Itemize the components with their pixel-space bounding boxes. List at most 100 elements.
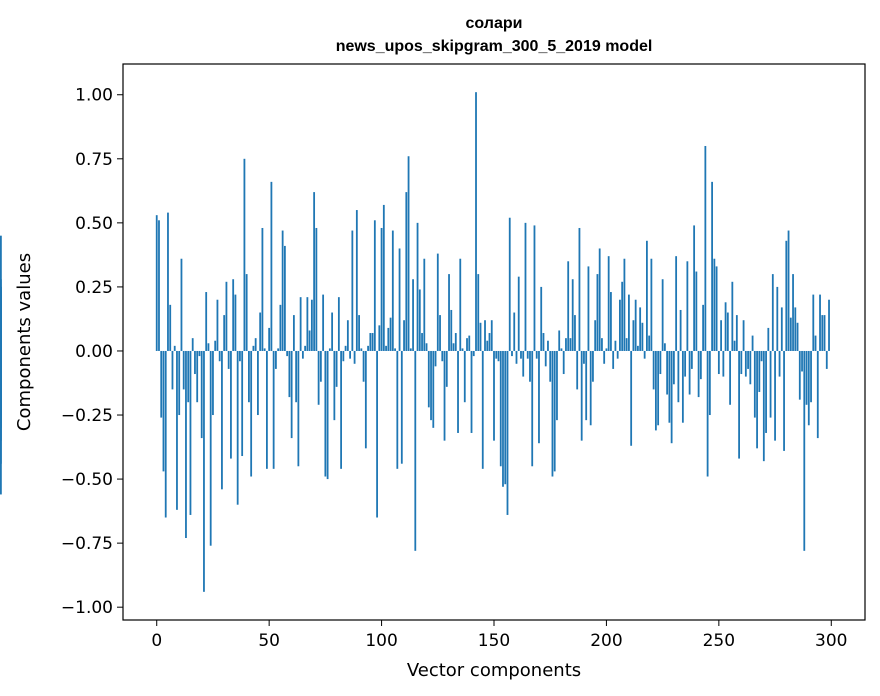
bar: [445, 350, 448, 387]
bar: [798, 350, 801, 400]
bar: [355, 210, 358, 351]
bar: [225, 281, 228, 351]
x-tick-label: 100: [365, 631, 397, 651]
bar: [744, 350, 747, 377]
bar: [708, 350, 711, 416]
bar: [0, 350, 2, 367]
bar: [290, 350, 293, 439]
bar: [594, 320, 597, 351]
bar: [218, 350, 221, 362]
plot-frame: [122, 63, 866, 621]
bar: [529, 350, 531, 382]
x-tick-label: 200: [590, 631, 622, 651]
bar: [248, 350, 250, 403]
bar: [695, 271, 698, 351]
bar: [173, 345, 176, 351]
x-axis-label: Vector components: [407, 660, 581, 681]
bar: [178, 350, 181, 416]
bar: [279, 304, 282, 351]
bar: [270, 181, 273, 351]
bar: [583, 350, 585, 364]
bar: [281, 230, 284, 351]
bar: [787, 230, 790, 351]
bar: [250, 350, 253, 477]
bar: [351, 230, 354, 351]
bar: [526, 350, 529, 359]
bar: [819, 294, 821, 351]
x-tick-label: 150: [478, 631, 510, 651]
bar: [484, 320, 486, 351]
bar: [344, 345, 347, 351]
bar: [299, 297, 302, 351]
bar: [353, 350, 356, 364]
bar: [452, 343, 455, 351]
bar: [283, 245, 286, 351]
bar: [427, 350, 430, 408]
bar: [769, 350, 772, 418]
bar: [160, 350, 163, 418]
bar: [376, 350, 378, 518]
bar: [367, 345, 369, 351]
bar: [569, 338, 572, 351]
bar: [706, 350, 709, 477]
bar: [196, 350, 199, 403]
bar: [672, 350, 675, 385]
bar: [416, 222, 419, 351]
bar: [807, 350, 810, 426]
bar: [648, 335, 651, 351]
bar: [394, 348, 396, 351]
bar: [346, 320, 349, 351]
bar: [203, 350, 205, 592]
bar: [688, 350, 691, 395]
bar: [574, 315, 576, 351]
bar: [481, 350, 484, 469]
bar: [637, 345, 639, 351]
bar: [567, 261, 570, 351]
bar: [778, 350, 781, 377]
bar: [412, 279, 414, 351]
bar: [187, 350, 190, 403]
bar: [632, 320, 635, 351]
bar: [515, 350, 518, 364]
bar: [432, 350, 435, 428]
bar: [488, 333, 491, 351]
bar: [362, 350, 365, 382]
bar: [677, 350, 680, 403]
bar: [816, 350, 819, 439]
bar: [477, 274, 480, 351]
chart-subtitle: news_upos_skipgram_300_5_2019 model: [336, 38, 653, 55]
bar: [690, 350, 693, 369]
bar: [261, 227, 264, 351]
bar: [585, 350, 588, 421]
bar: [596, 274, 599, 351]
bar: [162, 350, 165, 472]
bar: [762, 350, 765, 462]
bar: [711, 181, 713, 351]
bar: [254, 338, 257, 351]
bar: [654, 350, 657, 431]
y-tick-label: 1.00: [75, 86, 113, 106]
bar: [742, 320, 745, 351]
bar: [373, 220, 376, 351]
bar: [315, 227, 318, 351]
bar: [724, 302, 727, 351]
bar: [740, 350, 743, 375]
bar: [697, 350, 700, 398]
bar: [191, 338, 194, 351]
bar: [511, 350, 513, 357]
x-tick-label: 50: [258, 631, 280, 651]
bar: [490, 320, 493, 351]
bar: [155, 215, 158, 351]
bar: [301, 350, 304, 359]
bar: [650, 258, 653, 351]
bar: [243, 158, 246, 351]
bar: [360, 348, 363, 351]
y-tick-label: −0.75: [61, 534, 113, 554]
bar: [666, 350, 669, 395]
bar: [780, 307, 783, 351]
bar: [621, 281, 624, 351]
bar: [715, 266, 718, 351]
bar: [275, 350, 277, 369]
bar: [403, 320, 405, 351]
bar: [223, 315, 226, 351]
